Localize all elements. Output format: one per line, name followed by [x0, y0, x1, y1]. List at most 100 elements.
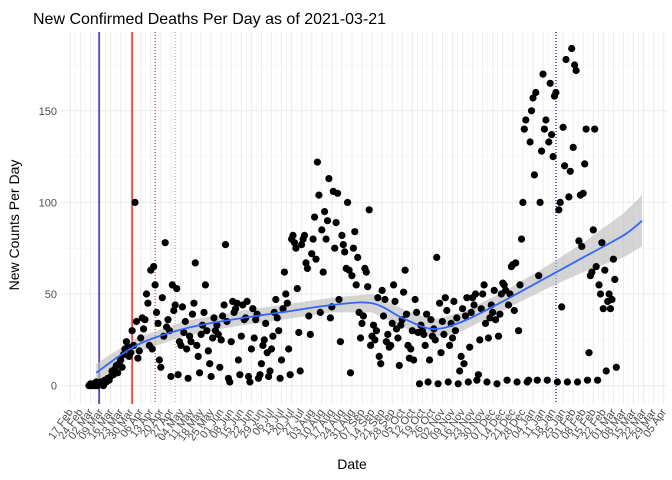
data-point — [608, 295, 616, 304]
data-point — [209, 334, 217, 342]
data-point — [545, 138, 553, 146]
data-point — [127, 349, 135, 357]
data-point — [132, 317, 140, 326]
y-axis-ticks: 0 50 100 150 — [39, 106, 57, 393]
data-point — [170, 306, 178, 315]
data-point — [336, 338, 344, 346]
smooth-curve — [95, 219, 643, 374]
data-point — [356, 334, 365, 342]
data-point — [134, 354, 142, 362]
data-point — [397, 321, 405, 329]
data-point — [377, 360, 385, 368]
data-point — [424, 378, 432, 386]
data-point — [459, 305, 467, 313]
data-point — [549, 153, 557, 161]
data-point — [585, 349, 593, 357]
data-point — [425, 356, 434, 364]
data-point — [161, 239, 169, 247]
data-point — [474, 371, 482, 379]
data-point — [572, 66, 580, 75]
data-point — [220, 301, 228, 309]
data-point — [515, 327, 523, 335]
data-point — [237, 332, 245, 340]
data-point — [450, 297, 458, 305]
data-point — [339, 241, 347, 249]
data-point — [556, 198, 564, 206]
data-point — [477, 305, 485, 313]
data-point — [454, 380, 462, 388]
data-point — [277, 356, 286, 364]
data-point — [503, 376, 511, 384]
data-point — [375, 352, 383, 360]
data-point — [312, 255, 320, 263]
data-point — [275, 327, 283, 335]
data-point — [303, 264, 311, 272]
data-point — [155, 356, 163, 364]
data-point — [190, 299, 198, 307]
data-point — [410, 356, 418, 364]
data-point — [311, 213, 319, 221]
data-point — [579, 189, 587, 197]
data-point — [183, 345, 191, 353]
data-point — [379, 312, 388, 320]
data-point — [313, 158, 321, 166]
data-point — [583, 376, 592, 384]
data-point — [142, 290, 151, 298]
data-point — [171, 301, 179, 309]
data-point — [354, 253, 362, 261]
data-points — [85, 44, 620, 390]
data-point — [401, 266, 409, 274]
y-axis-title: New Counts Per Day — [6, 160, 22, 291]
data-point — [540, 125, 549, 133]
data-point — [341, 248, 349, 256]
data-point — [589, 226, 597, 234]
data-point — [352, 281, 360, 289]
data-point — [464, 378, 472, 386]
data-point — [152, 308, 161, 316]
data-point — [473, 376, 481, 384]
data-point — [321, 208, 329, 216]
data-point — [141, 316, 149, 324]
data-point — [483, 378, 491, 386]
data-point — [433, 253, 441, 261]
data-point — [535, 272, 543, 280]
data-point — [345, 266, 353, 274]
data-point — [381, 295, 389, 304]
data-point — [566, 167, 574, 175]
data-point — [484, 334, 492, 342]
data-point — [173, 285, 181, 293]
data-point — [394, 334, 402, 342]
data-point — [575, 237, 583, 245]
data-point — [266, 367, 274, 375]
data-point — [186, 332, 194, 340]
data-point — [493, 380, 501, 388]
data-point — [157, 363, 165, 371]
data-point — [562, 55, 570, 64]
data-point — [150, 263, 158, 271]
data-point — [305, 312, 313, 320]
data-point — [135, 347, 143, 355]
data-point — [151, 281, 159, 289]
data-point — [293, 285, 301, 293]
data-point — [513, 378, 521, 386]
data-point — [436, 299, 444, 307]
data-point — [434, 380, 442, 388]
data-point — [457, 352, 465, 360]
data-point — [602, 367, 610, 375]
data-point — [269, 332, 277, 340]
data-point — [492, 316, 500, 324]
data-point — [322, 235, 330, 243]
data-point — [290, 239, 299, 247]
data-point — [282, 290, 290, 298]
data-point — [599, 305, 607, 313]
data-point — [611, 275, 619, 283]
data-point — [525, 376, 533, 384]
data-point — [553, 378, 562, 386]
data-point — [272, 295, 280, 304]
data-point — [596, 290, 605, 298]
data-point — [259, 341, 267, 349]
data-point — [214, 330, 222, 338]
data-point — [286, 371, 294, 379]
data-point — [443, 306, 451, 315]
